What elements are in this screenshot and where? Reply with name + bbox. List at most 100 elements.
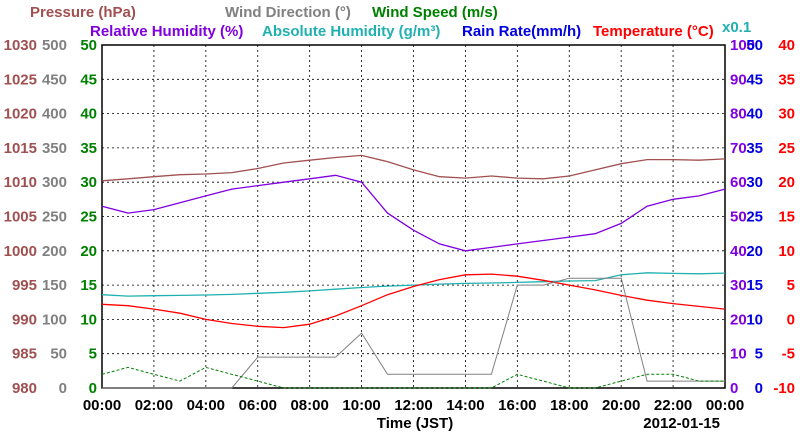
rel_hum-tick-4: 40: [730, 243, 747, 260]
wind_dir-tick-7: 350: [42, 140, 67, 157]
wind_dir-tick-8: 400: [42, 106, 67, 123]
pressure-tick-0: 980: [12, 380, 37, 397]
rel_hum-tick-2: 20: [730, 311, 747, 328]
x-tick-7: 14:00: [446, 397, 484, 414]
rain-tick-7: 35: [746, 140, 763, 157]
pressure-tick-10: 1030: [4, 37, 37, 54]
wind_dir-tick-5: 250: [42, 209, 67, 226]
pressure-tick-2: 990: [12, 311, 37, 328]
header-top-0: Pressure (hPa): [30, 4, 136, 21]
wind_dir-tick-1: 50: [50, 346, 67, 363]
temp-tick-8: 30: [778, 106, 795, 123]
x-tick-5: 10:00: [342, 397, 380, 414]
x-tick-3: 06:00: [239, 397, 277, 414]
header-bottom-3: Temperature (°C): [593, 23, 714, 40]
wind_speed-tick-0: 0: [89, 380, 97, 397]
temp-tick-0: -10: [773, 380, 795, 397]
wind_speed-tick-2: 10: [80, 311, 97, 328]
wind_speed-tick-9: 45: [80, 71, 97, 88]
header-bottom-1: Absolute Humidity (g/m³): [262, 23, 440, 40]
wind_speed-tick-3: 15: [80, 277, 97, 294]
rel_hum-tick-1: 10: [730, 346, 747, 363]
series-line-4: [102, 277, 725, 389]
header-bottom-0: Relative Humidity (%): [90, 23, 243, 40]
wind_dir-tick-4: 200: [42, 243, 67, 260]
x-tick-1: 02:00: [135, 397, 173, 414]
x-tick-6: 12:00: [394, 397, 432, 414]
rel_hum-tick-6: 60: [730, 174, 747, 191]
wind_dir-tick-3: 150: [42, 277, 67, 294]
temp-tick-6: 20: [778, 174, 795, 191]
rain-tick-9: 45: [746, 71, 763, 88]
wind_speed-tick-8: 40: [80, 106, 97, 123]
rel_hum-tick-5: 50: [730, 209, 747, 226]
rel_hum-tick-7: 70: [730, 140, 747, 157]
series-line-0: [101, 154, 726, 182]
x-tick-8: 16:00: [498, 397, 536, 414]
left-axes: 9809859909951000100510101015102010251030…: [4, 37, 97, 397]
rain-tick-2: 10: [746, 311, 763, 328]
wind_speed-tick-1: 5: [89, 346, 97, 363]
wind_dir-tick-2: 100: [42, 311, 67, 328]
rain-tick-10: 50: [746, 37, 763, 54]
rel_hum-tick-3: 30: [730, 277, 747, 294]
chart-headers: Pressure (hPa) Wind Direction (°) Wind Spe…: [30, 4, 751, 40]
x-axis-ticks: 00:00 02:00 04:00 06:00 08:00 10:00 12:00 14:00…: [83, 397, 744, 414]
rain-tick-1: 5: [755, 346, 763, 363]
header-top-1: Wind Direction (°): [225, 4, 351, 21]
rel_hum-tick-9: 90: [730, 71, 747, 88]
temp-tick-7: 25: [778, 140, 795, 157]
wind_speed-tick-4: 20: [80, 243, 97, 260]
series-line-3: [101, 273, 726, 329]
temp-tick-5: 15: [778, 209, 795, 226]
pressure-tick-7: 1015: [4, 140, 37, 157]
pressure-tick-1: 985: [12, 346, 37, 363]
x-tick-4: 08:00: [290, 397, 328, 414]
wind_speed-tick-5: 25: [80, 209, 97, 226]
wind_speed-tick-6: 30: [80, 174, 97, 191]
rain-tick-5: 25: [746, 209, 763, 226]
rel_hum-tick-0: 0: [730, 380, 738, 397]
pressure-tick-6: 1010: [4, 174, 37, 191]
pressure-tick-9: 1025: [4, 71, 37, 88]
wind_dir-tick-10: 500: [42, 37, 67, 54]
temp-tick-9: 35: [778, 71, 795, 88]
rain-tick-3: 15: [746, 277, 763, 294]
x-tick-2: 04:00: [187, 397, 225, 414]
x-tick-10: 20:00: [602, 397, 640, 414]
rain-tick-6: 30: [746, 174, 763, 191]
temp-tick-4: 10: [778, 243, 795, 260]
wind_speed-tick-10: 50: [80, 37, 97, 54]
rel_hum-tick-10: 100: [730, 37, 755, 54]
pressure-tick-4: 1000: [4, 243, 37, 260]
x-axis-label: Time (JST): [377, 415, 453, 432]
date-label: 2012-01-15: [643, 415, 720, 432]
temp-tick-1: -5: [782, 346, 795, 363]
abs-humidity-factor: x0.1: [722, 19, 751, 36]
wind_speed-tick-7: 35: [80, 140, 97, 157]
chart-grid: [101, 44, 726, 389]
chart-series: [101, 154, 726, 389]
x-tick-12: 00:00: [706, 397, 744, 414]
series-line-1: [101, 174, 726, 252]
header-top-2: Wind Speed (m/s): [372, 4, 498, 21]
wind_dir-tick-0: 0: [59, 380, 67, 397]
pressure-tick-5: 1005: [4, 209, 37, 226]
rain-tick-0: 0: [755, 380, 763, 397]
x-tick-0: 00:00: [83, 397, 121, 414]
header-bottom-2: Rain Rate(mm/h): [462, 23, 581, 40]
wind_dir-tick-9: 450: [42, 71, 67, 88]
rain-tick-4: 20: [746, 243, 763, 260]
right-axes: 0102030405060708090100051015202530354045…: [730, 37, 795, 397]
pressure-tick-8: 1020: [4, 106, 37, 123]
temp-tick-2: 0: [787, 311, 795, 328]
wind_dir-tick-6: 300: [42, 174, 67, 191]
temp-tick-10: 40: [778, 37, 795, 54]
x-tick-11: 22:00: [654, 397, 692, 414]
pressure-tick-3: 995: [12, 277, 37, 294]
rain-tick-8: 40: [746, 106, 763, 123]
temp-tick-3: 5: [787, 277, 795, 294]
rel_hum-tick-8: 80: [730, 106, 747, 123]
x-tick-9: 18:00: [550, 397, 588, 414]
